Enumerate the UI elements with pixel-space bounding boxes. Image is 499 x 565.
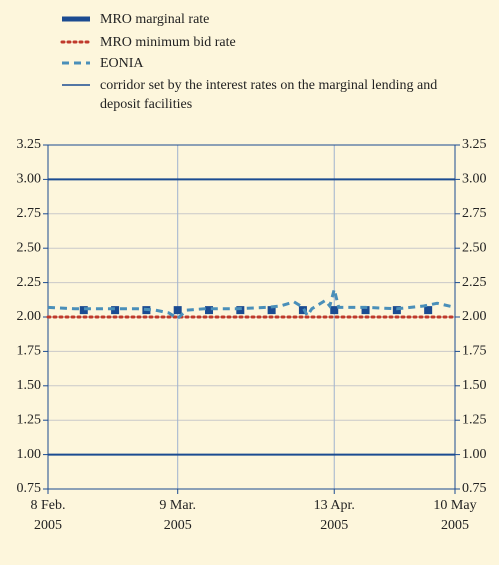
marker <box>79 306 88 315</box>
y-tick-label: 1.50 <box>17 378 42 393</box>
x-tick-label: 9 Mar. <box>159 498 196 513</box>
y2-tick-label: 3.25 <box>462 137 487 152</box>
y2-tick-label: 1.75 <box>462 344 487 359</box>
y-tick-label: 2.50 <box>17 240 42 255</box>
legend-swatch <box>62 61 90 65</box>
x-tick-label: 2005 <box>320 518 348 533</box>
marker <box>361 306 370 315</box>
legend-item: EONIA <box>60 54 460 73</box>
x-tick-label: 8 Feb. <box>31 498 66 513</box>
series-line <box>47 283 456 321</box>
legend-label: EONIA <box>100 56 144 71</box>
y2-tick-label: 2.25 <box>462 275 487 290</box>
marker <box>424 306 433 315</box>
marker <box>267 306 276 315</box>
legend-label: MRO marginal rate <box>100 12 210 27</box>
marker <box>330 306 339 315</box>
y2-tick-label: 1.00 <box>462 447 487 462</box>
y-tick-label: 3.25 <box>17 137 42 152</box>
marker <box>173 306 182 315</box>
y2-tick-label: 2.00 <box>462 309 487 324</box>
x-tick-label: 2005 <box>441 518 469 533</box>
marker <box>236 306 245 315</box>
y-tick-label: 2.75 <box>17 206 42 221</box>
y2-tick-label: 2.75 <box>462 206 487 221</box>
marker <box>111 306 120 315</box>
legend-item: corridor set by the interest rates on th… <box>60 76 460 114</box>
y-tick-label: 1.25 <box>17 412 42 427</box>
x-tick-label: 10 May <box>433 498 476 513</box>
legend-swatch <box>60 40 92 44</box>
x-tick-label: 2005 <box>34 518 62 533</box>
y2-tick-label: 3.00 <box>462 172 487 187</box>
legend-swatch <box>62 84 90 86</box>
y-tick-label: 1.00 <box>17 447 42 462</box>
legend-label: MRO minimum bid rate <box>100 35 236 50</box>
y2-tick-label: 2.50 <box>462 240 487 255</box>
marker <box>205 306 214 315</box>
y-tick-label: 0.75 <box>17 481 42 496</box>
y2-tick-label: 1.50 <box>462 378 487 393</box>
y-tick-label: 3.00 <box>17 172 42 187</box>
x-tick-label: 13 Apr. <box>314 498 355 513</box>
legend-item: MRO minimum bid rate <box>60 33 460 52</box>
y-tick-label: 2.25 <box>17 275 42 290</box>
legend-item: MRO marginal rate <box>60 10 460 29</box>
legend-label: corridor set by the interest rates on th… <box>100 78 438 112</box>
y2-tick-label: 0.75 <box>462 481 487 496</box>
x-tick-label: 2005 <box>164 518 192 533</box>
y2-tick-label: 1.25 <box>462 412 487 427</box>
y-tick-label: 1.75 <box>17 344 42 359</box>
y-tick-label: 2.00 <box>17 309 42 324</box>
legend-swatch <box>62 16 90 22</box>
